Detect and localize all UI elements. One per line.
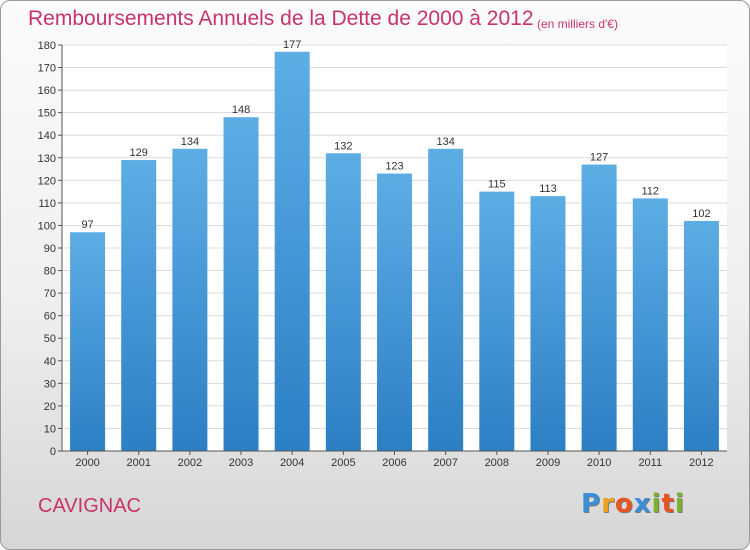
data-label: 134 — [181, 136, 199, 148]
bar-2006 — [377, 173, 412, 452]
bar-2007 — [428, 148, 464, 451]
data-label: 132 — [334, 140, 352, 152]
bar-2003 — [223, 117, 259, 451]
y-tick-label: 110 — [38, 198, 56, 210]
x-tick-label: 2005 — [331, 457, 355, 469]
bar-2010 — [581, 164, 617, 452]
data-label: 113 — [539, 183, 557, 195]
data-label: 177 — [283, 39, 301, 51]
y-tick-label: 120 — [38, 175, 56, 187]
bar-2002 — [172, 148, 208, 451]
y-tick-label: 20 — [44, 401, 56, 413]
logo-letter: t — [661, 489, 675, 519]
bar-2001 — [121, 160, 157, 452]
y-tick-label: 50 — [44, 333, 56, 345]
bar-2012 — [683, 220, 719, 451]
logo-letter: x — [633, 489, 652, 519]
y-tick-label: 90 — [44, 243, 56, 255]
logo-letter: o — [614, 489, 634, 519]
y-tick-label: 170 — [38, 63, 56, 75]
y-tick-label: 10 — [44, 423, 56, 435]
y-tick-label: 100 — [38, 220, 56, 232]
logo-letter: i — [651, 489, 662, 519]
y-tick-label: 160 — [38, 85, 56, 97]
data-label: 102 — [692, 208, 710, 220]
bar-2009 — [530, 196, 566, 451]
chart-unit: (en milliers d'€) — [537, 17, 618, 31]
x-tick-label: 2012 — [689, 457, 713, 469]
x-tick-label: 2009 — [536, 457, 560, 469]
data-label: 112 — [641, 185, 659, 197]
bars — [70, 51, 719, 452]
x-tick-label: 2003 — [229, 457, 253, 469]
bar-2004 — [274, 51, 310, 452]
x-tick-label: 2001 — [126, 457, 150, 469]
bar-2008 — [479, 191, 515, 451]
data-label: 115 — [488, 179, 506, 191]
x-tick-labels: 2000 2001 2002 2003 2004 2005 2006 2007 2008 2009… — [75, 457, 713, 469]
bar-2005 — [325, 153, 361, 451]
x-tick-label: 2011 — [638, 457, 662, 469]
y-tick-label: 40 — [44, 356, 56, 368]
bar-2011 — [632, 198, 668, 451]
data-label: 127 — [590, 152, 608, 164]
y-tick-label: 140 — [38, 130, 56, 142]
y-tick-label: 70 — [44, 288, 56, 300]
x-tick-label: 2002 — [178, 457, 202, 469]
logo-letter: r — [601, 489, 615, 519]
logo-letter: i — [674, 489, 685, 519]
town-name: CAVIGNAC — [38, 495, 141, 517]
bar-2000 — [70, 232, 106, 451]
chart-title: Remboursements Annuels de la Dette de 20… — [28, 7, 534, 30]
y-tick-label: 60 — [44, 311, 56, 323]
data-label: 134 — [436, 136, 454, 148]
y-tick-label: 80 — [44, 266, 56, 278]
data-labels: 97 129 134 148 177 132 123 134 115 113 127 112 102 — [81, 39, 710, 231]
axes — [58, 44, 727, 455]
data-label: 97 — [81, 219, 93, 231]
x-tick-label: 2006 — [382, 457, 406, 469]
data-label: 123 — [385, 161, 403, 173]
y-tick-label: 180 — [38, 40, 56, 52]
y-tick-label: 150 — [38, 108, 56, 120]
x-tick-label: 2004 — [280, 457, 304, 469]
data-label: 148 — [232, 104, 250, 116]
y-tick-label: 0 — [50, 446, 56, 458]
y-tick-label: 130 — [38, 153, 56, 165]
x-tick-label: 2008 — [485, 457, 509, 469]
x-tick-label: 2000 — [75, 457, 99, 469]
x-tick-label: 2007 — [433, 457, 457, 469]
logo-letter: P — [581, 489, 602, 519]
proxiti-logo: Proxiti — [581, 489, 685, 519]
data-label: 129 — [130, 147, 148, 159]
x-tick-label: 2010 — [587, 457, 611, 469]
y-tick-labels: 0 10 20 30 40 50 60 70 80 90 100 110 120 130 140 150 160… — [38, 40, 56, 458]
y-tick-label: 30 — [44, 378, 56, 390]
